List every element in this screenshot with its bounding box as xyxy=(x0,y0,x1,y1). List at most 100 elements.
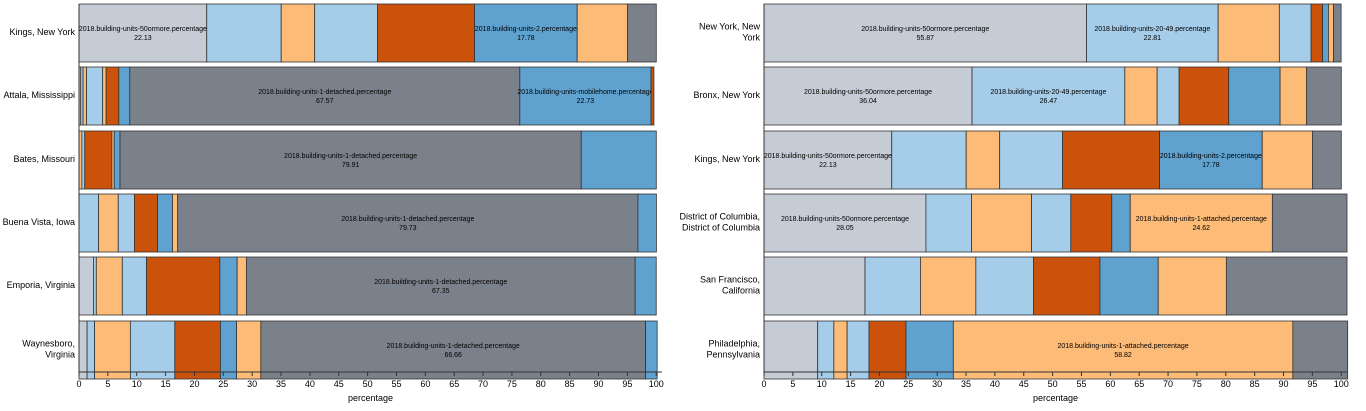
segment-label: 2018.building-units-mobilehome.percentag… xyxy=(517,89,653,96)
bar-segment-mobilehome xyxy=(519,66,652,126)
category-label-line: Pennsylvania xyxy=(706,350,760,360)
segment-value-label: 17.78 xyxy=(517,35,535,42)
bar-segment-1-attached xyxy=(576,3,628,63)
segment-label: 2018.building-units-50ormore.percentage xyxy=(764,153,892,160)
x-tick-label: 5 xyxy=(790,379,795,389)
bar-segment-3-4 xyxy=(146,256,221,316)
bar-segment-10-19 xyxy=(1124,66,1158,126)
bar-segment-10-19 xyxy=(833,320,848,380)
bar-segment-3-4 xyxy=(84,130,113,190)
x-tick-label: 15 xyxy=(846,379,856,389)
x-tick-label: 60 xyxy=(420,379,430,389)
bar-segment-2 xyxy=(1322,3,1329,63)
x-tick-label: 20 xyxy=(189,379,199,389)
segment-value-label: 22.81 xyxy=(1144,35,1162,42)
bar-segment-2 xyxy=(118,66,131,126)
category-label-line: California xyxy=(722,286,760,296)
bar-segment-5-9 xyxy=(846,320,870,380)
x-tick-label: 50 xyxy=(1048,379,1058,389)
segment-value-label: 22.13 xyxy=(819,162,837,169)
bar-segment-50ormore xyxy=(763,256,866,316)
category-label-line: Waynesboro, xyxy=(22,339,75,349)
segment-label: 2018.building-units-2.percentage xyxy=(475,26,577,33)
x-tick-label: 70 xyxy=(478,379,488,389)
segment-label: 2018.building-units-1-detached.percentag… xyxy=(387,343,520,350)
bar-segment-20-49 xyxy=(864,256,921,316)
bar-segment-5-9 xyxy=(86,66,104,126)
segment-label: 2018.building-units-1-detached.percentag… xyxy=(284,153,417,160)
segment-value-label: 26.47 xyxy=(1040,98,1058,105)
x-tick-label: 85 xyxy=(565,379,575,389)
bar-segment-1-detached xyxy=(1306,66,1342,126)
bar-segment-2 xyxy=(157,193,173,253)
x-tick-label: 55 xyxy=(391,379,401,389)
bar-segment-2 xyxy=(219,256,238,316)
bar-segment-10-19 xyxy=(971,193,1032,253)
category-label-line: Emporia, Virginia xyxy=(7,280,75,290)
bar-segment-10-19 xyxy=(82,66,87,126)
x-tick-label: 30 xyxy=(247,379,257,389)
category-label-line: New York, New xyxy=(699,22,761,32)
category-label-line: Kings, New York xyxy=(9,27,75,37)
bar-segment-mobilehome xyxy=(645,320,658,380)
bar-segment-20-49 xyxy=(817,320,835,380)
bar-segment-1-attached xyxy=(1157,256,1227,316)
bar-segment-1-attached xyxy=(236,256,247,316)
segment-value-label: 67.35 xyxy=(432,288,450,295)
bar-segment-2 xyxy=(1159,130,1263,190)
segment-label: 2018.building-units-1-detached.percentag… xyxy=(258,89,391,96)
bar-segment-1-detached xyxy=(627,3,657,63)
category-label-line: Bronx, New York xyxy=(693,90,760,100)
segment-value-label: 36.04 xyxy=(859,98,877,105)
category-label: District of Columbia, District of Columbi… xyxy=(679,212,760,233)
segment-value-label: 67.57 xyxy=(316,98,334,105)
segment-value-label: 79.91 xyxy=(342,162,360,169)
bar-segment-1-detached xyxy=(119,130,582,190)
segment-label: 2018.building-units-20-49.percentage xyxy=(1094,26,1210,33)
x-tick-label: 60 xyxy=(1105,379,1115,389)
bar-segment-3-4 xyxy=(174,320,221,380)
bar-segment-2 xyxy=(113,130,121,190)
category-label-line: Philadelphia, xyxy=(708,339,760,349)
x-tick-label: 80 xyxy=(1221,379,1231,389)
bar-segment-50ormore xyxy=(763,3,1087,63)
x-tick-label: 0 xyxy=(761,379,766,389)
bar-segment-2 xyxy=(474,3,578,63)
x-tick-label: 65 xyxy=(449,379,459,389)
bar-segment-1-attached xyxy=(1328,3,1335,63)
x-tick-label: 10 xyxy=(817,379,827,389)
bar-segment-1-attached xyxy=(1129,193,1273,253)
segment-label: 2018.building-units-50ormore.percentage xyxy=(79,26,207,33)
category-label: Philadelphia, Pennsylvania xyxy=(706,339,760,360)
segment-label: 2018.building-units-1-detached.percentag… xyxy=(374,279,507,286)
bar-segment-1-attached xyxy=(1261,130,1313,190)
bar-segment-3-4 xyxy=(377,3,475,63)
segment-value-label: 22.13 xyxy=(134,35,152,42)
bar-segment-20-49 xyxy=(78,193,100,253)
bar-segment-50ormore xyxy=(763,130,893,190)
category-label-line: District of Columbia xyxy=(682,223,760,233)
x-tick-label: 75 xyxy=(507,379,517,389)
chart-panel-2: New York, New York 2018.building-units-50o… xyxy=(679,3,1349,403)
bar-segment-boat-rv-van-etc xyxy=(650,66,655,126)
x-tick-label: 10 xyxy=(132,379,142,389)
x-tick-label: 85 xyxy=(1250,379,1260,389)
bar-segment-1-detached xyxy=(177,193,639,253)
bar-segment-10-19 xyxy=(95,256,123,316)
bar-segment-5-9 xyxy=(314,3,378,63)
category-label: San Francisco, California xyxy=(700,275,760,296)
bar-segment-2 xyxy=(1099,256,1159,316)
bar-segment-1-detached xyxy=(1312,130,1342,190)
category-label: Attala, Mississippi xyxy=(3,90,75,100)
x-tick-label: 30 xyxy=(932,379,942,389)
x-tick-label: 80 xyxy=(536,379,546,389)
category-label-line: Virginia xyxy=(45,350,75,360)
x-tick-label: 35 xyxy=(276,379,286,389)
category-label-line: San Francisco, xyxy=(700,275,760,285)
bar-segment-mobilehome xyxy=(580,130,657,190)
bar-segment-1-detached xyxy=(1333,3,1342,63)
bar-segment-2 xyxy=(1228,66,1281,126)
bar-segment-5-9 xyxy=(117,193,135,253)
bar-segment-mobilehome xyxy=(634,256,657,316)
